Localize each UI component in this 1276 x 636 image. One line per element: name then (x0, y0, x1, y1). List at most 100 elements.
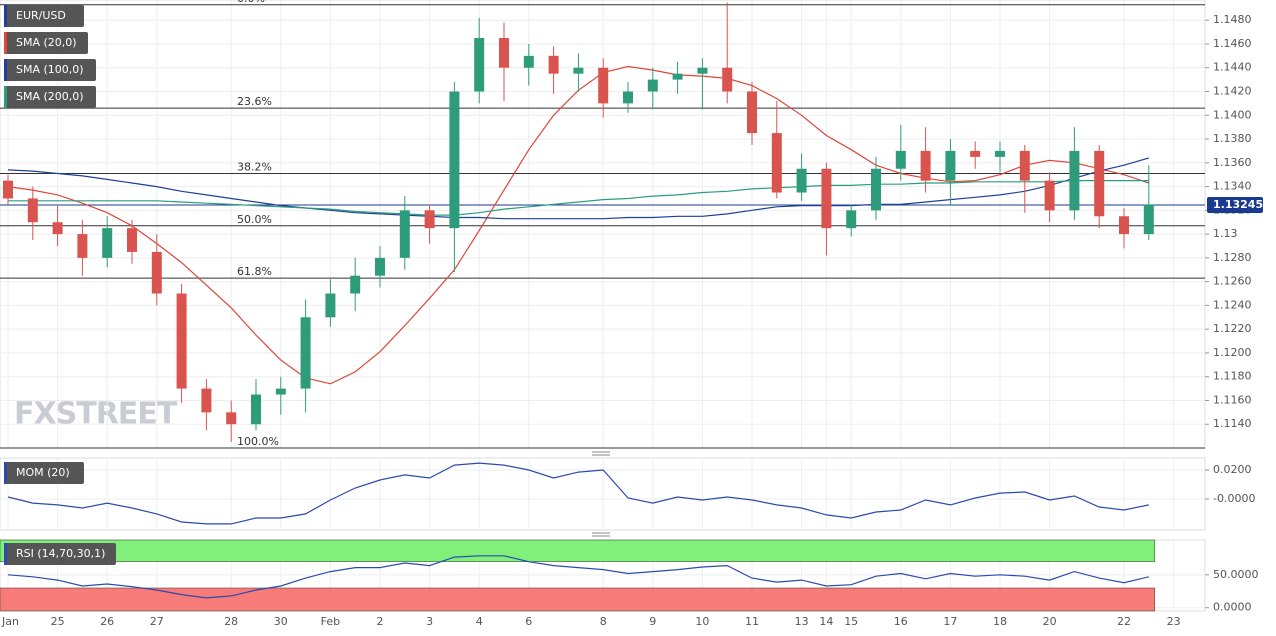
y-tick-label: 1.1420 (1213, 85, 1252, 98)
x-tick-label: 27 (150, 615, 164, 628)
y-tick-label: 1.1460 (1213, 37, 1252, 50)
candle-body (920, 150, 931, 181)
candle-body (201, 388, 212, 413)
candle-body (1019, 150, 1030, 181)
y-tick-label: 1.1160 (1213, 393, 1252, 406)
candle-body (1044, 180, 1055, 211)
x-tick-label: 3 (426, 615, 433, 628)
candle-body (399, 210, 410, 258)
x-tick-label: Feb (321, 615, 340, 628)
fib-label: 0.0% (237, 0, 265, 5)
y-tick-label: 1.1200 (1213, 346, 1252, 359)
y-tick-label: 50.0000 (1213, 568, 1259, 581)
y-tick-label: 1.13 (1213, 227, 1238, 240)
x-tick-label: 23 (1167, 615, 1181, 628)
y-tick-label: 1.1340 (1213, 180, 1252, 193)
x-tick-label: 17 (943, 615, 957, 628)
legend-box (4, 59, 96, 81)
legend-label: MOM (20) (16, 466, 70, 479)
legend-item[interactable]: SMA (20,0) (4, 32, 88, 54)
x-tick-label: 10 (695, 615, 709, 628)
x-tick-label: 9 (649, 615, 656, 628)
fib-label: 50.0% (237, 213, 272, 226)
candle-body (52, 222, 63, 235)
legend-item[interactable]: SMA (100,0) (4, 59, 96, 81)
legend-swatch (4, 543, 7, 565)
candle-body (275, 388, 286, 395)
y-tick-label: 1.1480 (1213, 13, 1252, 26)
mom-panel (0, 457, 1206, 531)
y-tick-label: 1.1240 (1213, 298, 1252, 311)
legend-box (4, 32, 88, 54)
candle-body (499, 38, 509, 68)
candle-body (375, 257, 385, 276)
candle-body (796, 168, 807, 193)
candle-body (895, 150, 906, 169)
candle-body (474, 38, 485, 92)
oversold-zone (0, 587, 1156, 612)
candle-body (722, 67, 733, 92)
last-price-label: 1.13245 (1213, 198, 1263, 211)
y-tick-label: 0.0200 (1213, 463, 1252, 476)
candle-body (871, 168, 881, 211)
candle-body (1143, 204, 1154, 235)
legend-item[interactable]: RSI (14,70,30,1) (4, 543, 116, 565)
candle-body (176, 293, 187, 389)
candle-body (821, 168, 832, 229)
legend-swatch (4, 86, 7, 108)
candle-body (945, 150, 956, 181)
candle-body (697, 67, 708, 74)
x-tick-label: 25 (51, 615, 65, 628)
panel-grip[interactable] (592, 451, 610, 456)
y-tick-label: -0.0000 (1213, 492, 1255, 505)
x-tick-label: 30 (274, 615, 288, 628)
candle-body (27, 198, 38, 223)
panel-grip[interactable] (592, 532, 610, 537)
fib-label: 100.0% (237, 435, 279, 448)
candle-body (548, 55, 559, 74)
x-tick-label: 20 (1043, 615, 1057, 628)
last-price-tag: 1.13245 (1207, 196, 1263, 213)
legend-label: SMA (200,0) (16, 90, 84, 103)
candle-body (598, 67, 609, 104)
candle-body (647, 79, 658, 92)
candle-body (523, 55, 534, 68)
x-tick-label: Jan (1, 615, 19, 628)
candle-body (1069, 150, 1080, 211)
sma-line (8, 180, 1149, 216)
fib-label: 23.6% (237, 95, 272, 108)
y-tick-label: 1.1260 (1213, 275, 1252, 288)
candle-body (1094, 150, 1105, 217)
x-tick-label: 11 (745, 615, 759, 628)
fib-label: 61.8% (237, 265, 272, 278)
y-tick-label: 1.1180 (1213, 370, 1252, 383)
x-tick-label: 8 (600, 615, 607, 628)
x-tick-label: 14 (819, 615, 833, 628)
sma-line (7, 157, 1149, 220)
legend-box (4, 462, 84, 484)
x-tick-label: 18 (993, 615, 1007, 628)
x-tick-label: 6 (525, 615, 532, 628)
candle-body (672, 73, 683, 80)
legend-item[interactable]: MOM (20) (4, 462, 84, 484)
x-tick-label: 4 (476, 615, 483, 628)
candle-body (424, 210, 435, 229)
y-tick-label: 1.1280 (1213, 251, 1252, 264)
indicator-line (7, 555, 1149, 599)
legend-swatch (4, 59, 7, 81)
candle-body (449, 91, 460, 229)
y-tick-label: 0.0000 (1213, 601, 1252, 614)
indicator-line (7, 462, 1149, 525)
candle-body (300, 317, 311, 389)
candle-body (151, 251, 162, 294)
legend-item[interactable]: SMA (200,0) (4, 86, 96, 108)
legend-item[interactable]: EUR/USD (4, 5, 84, 27)
legend-box (4, 543, 116, 565)
y-tick-label: 1.1380 (1213, 132, 1252, 145)
fib-label: 38.2% (237, 160, 272, 173)
x-tick-label: 22 (1117, 615, 1131, 628)
x-tick-label: 2 (377, 615, 384, 628)
watermark: FXSTREET (14, 397, 178, 432)
